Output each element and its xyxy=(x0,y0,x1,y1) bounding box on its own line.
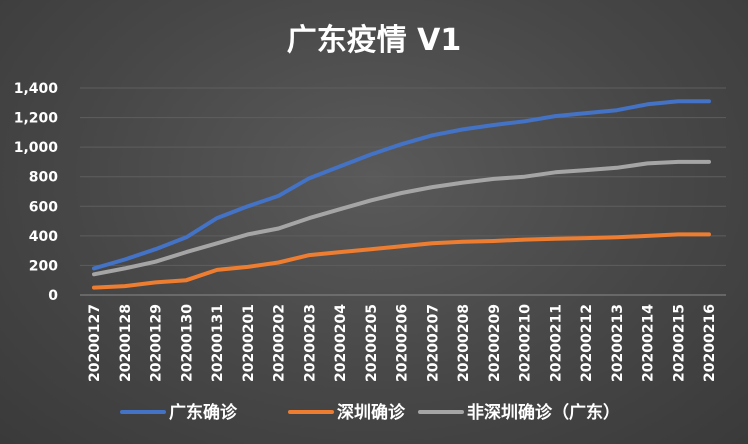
series-line-0 xyxy=(92,99,711,271)
x-tick-label: 20200128 xyxy=(118,304,134,382)
x-tick-label: 20200130 xyxy=(179,304,195,382)
y-tick-label: 600 xyxy=(29,199,58,215)
x-tick-label: 20200205 xyxy=(364,304,380,382)
y-tick-label: 0 xyxy=(48,288,58,304)
x-tick-label: 20200209 xyxy=(487,304,503,382)
y-tick-label: 1,200 xyxy=(14,111,59,127)
legend-label: 广东确诊 xyxy=(169,402,238,423)
x-axis-ticks: 20200127 20200128 20200129 20200130 20200131… xyxy=(87,304,718,382)
x-tick-label: 20200206 xyxy=(395,304,411,382)
x-tick-label: 20200129 xyxy=(149,304,165,382)
legend-label: 非深圳确诊（广东） xyxy=(467,402,620,423)
x-tick-label: 20200211 xyxy=(548,304,564,382)
legend-label: 深圳确诊 xyxy=(337,402,406,423)
x-tick-label: 20200202 xyxy=(272,304,288,382)
x-tick-label: 20200207 xyxy=(425,304,441,382)
x-tick-label: 20200131 xyxy=(210,304,226,382)
x-tick-label: 20200208 xyxy=(456,304,472,382)
legend: 广东确诊 深圳确诊 非深圳确诊（广东） xyxy=(120,402,620,423)
series-line-1 xyxy=(92,232,711,290)
x-tick-label: 20200210 xyxy=(518,304,534,382)
y-tick-label: 1,400 xyxy=(14,81,59,97)
y-axis-ticks: 0 200 400 600 800 1,000 1,200 1,400 xyxy=(14,81,59,304)
x-tick-label: 20200213 xyxy=(610,304,626,382)
x-tick-label: 20200201 xyxy=(241,304,257,382)
x-tick-label: 20200214 xyxy=(641,304,657,382)
x-tick-label: 20200212 xyxy=(579,304,595,382)
x-tick-label: 20200203 xyxy=(302,304,318,382)
series-line-2 xyxy=(92,159,711,277)
chart-title: 广东疫情 V1 xyxy=(287,23,462,58)
y-tick-label: 400 xyxy=(29,229,58,245)
x-tick-label: 20200216 xyxy=(702,304,718,382)
y-tick-label: 1,000 xyxy=(14,140,59,156)
y-tick-label: 800 xyxy=(29,170,58,186)
x-tick-label: 20200215 xyxy=(671,304,687,382)
x-tick-label: 20200127 xyxy=(87,304,103,382)
x-tick-label: 20200204 xyxy=(333,304,349,382)
y-tick-label: 200 xyxy=(29,258,58,274)
series-lines xyxy=(92,99,711,290)
